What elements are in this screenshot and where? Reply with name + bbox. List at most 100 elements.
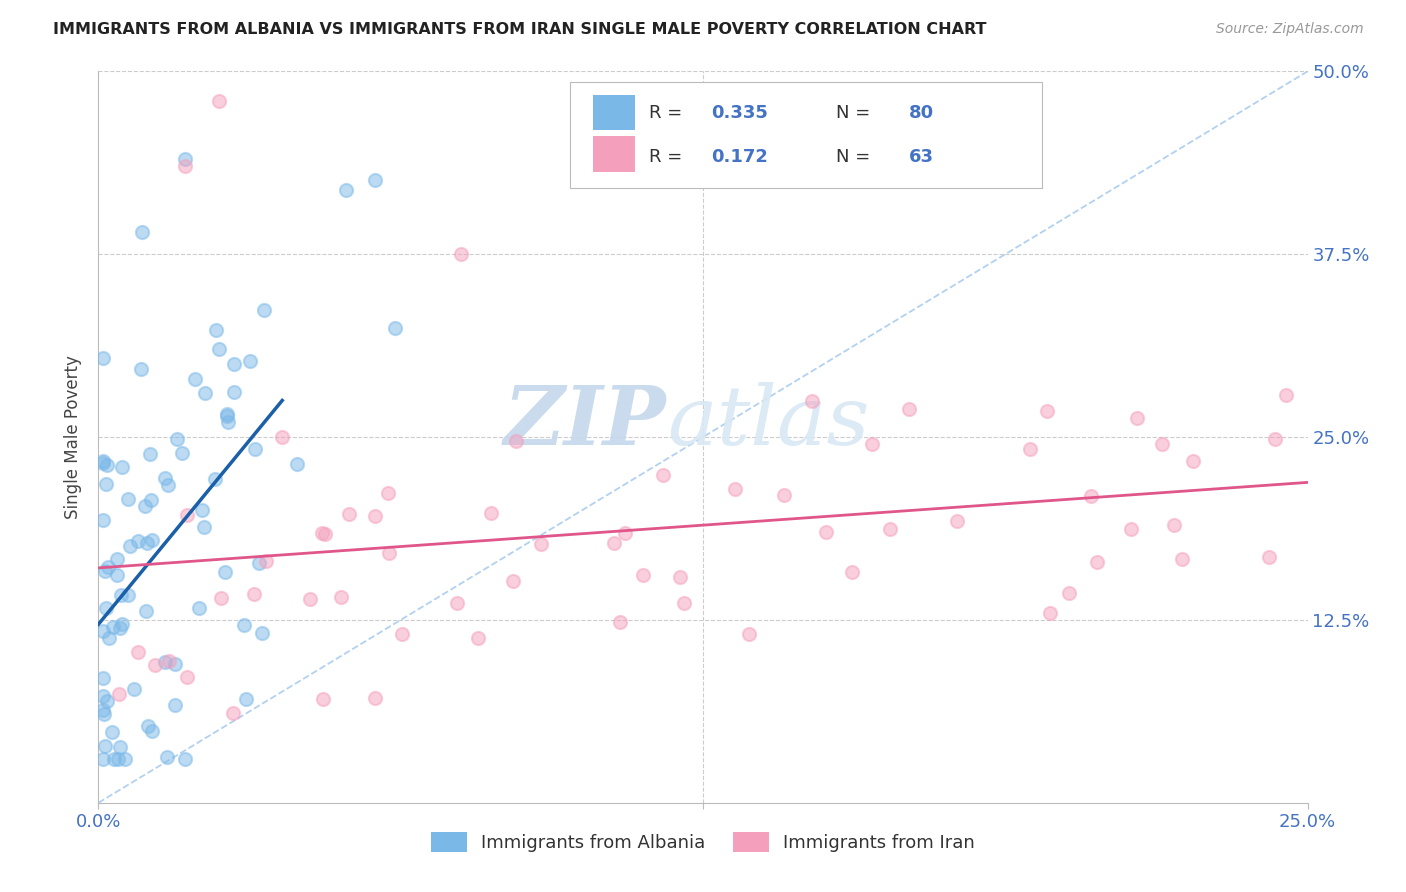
Point	[91, 690, 114, 704]
Point	[337, 507, 360, 521]
Point	[96, 477, 118, 491]
Text: ZIP: ZIP	[505, 383, 666, 462]
Point	[254, 554, 277, 568]
Point	[314, 527, 336, 541]
Point	[174, 752, 197, 766]
Point	[672, 596, 695, 610]
Point	[117, 491, 139, 506]
Point	[118, 539, 141, 553]
Point	[156, 477, 179, 491]
Point	[800, 394, 823, 409]
Point	[208, 343, 231, 357]
Point	[214, 565, 236, 579]
Point	[815, 524, 838, 539]
Point	[172, 446, 194, 460]
Point	[253, 303, 276, 318]
Point	[208, 94, 231, 108]
Point	[222, 384, 245, 399]
Point	[669, 569, 692, 583]
Point	[1163, 517, 1185, 532]
Point	[204, 323, 226, 337]
Point	[94, 739, 117, 753]
Point	[141, 723, 163, 738]
Point	[97, 631, 120, 645]
Point	[772, 488, 794, 502]
Text: 63: 63	[908, 148, 934, 166]
Point	[1121, 522, 1143, 536]
Point	[131, 225, 153, 239]
Point	[108, 687, 131, 701]
Point	[91, 456, 114, 470]
Point	[1036, 404, 1059, 418]
Point	[91, 671, 114, 685]
Text: R =: R =	[648, 104, 688, 122]
Point	[945, 514, 967, 528]
Point	[1126, 411, 1149, 425]
Point	[243, 587, 266, 601]
Point	[329, 590, 352, 604]
Point	[101, 724, 124, 739]
Point	[245, 442, 267, 456]
Point	[364, 508, 387, 523]
Text: atlas: atlas	[666, 383, 869, 462]
Point	[1057, 586, 1080, 600]
Point	[479, 506, 502, 520]
Point	[311, 525, 333, 540]
Point	[233, 618, 256, 632]
Point	[174, 152, 197, 166]
Point	[218, 416, 240, 430]
Point	[153, 655, 176, 669]
Point	[139, 493, 162, 508]
Point	[138, 448, 160, 462]
Point	[111, 460, 134, 475]
Bar	[593, 95, 636, 130]
Point	[247, 557, 270, 571]
Point	[174, 160, 197, 174]
Bar	[593, 136, 636, 171]
Point	[502, 574, 524, 589]
Point	[377, 486, 399, 500]
Point	[737, 627, 759, 641]
Point	[222, 357, 245, 371]
Point	[105, 552, 128, 566]
Point	[176, 670, 198, 684]
Point	[235, 692, 257, 706]
Point	[364, 173, 387, 187]
Point	[335, 183, 357, 197]
Point	[450, 247, 472, 261]
Point	[384, 321, 406, 335]
Text: 0.172: 0.172	[711, 148, 768, 166]
Point	[184, 371, 207, 385]
Point	[114, 752, 136, 766]
FancyBboxPatch shape	[569, 82, 1042, 188]
Point	[91, 351, 114, 365]
Point	[1275, 387, 1298, 401]
Point	[91, 513, 114, 527]
Point	[91, 703, 114, 717]
Point	[652, 467, 675, 482]
Text: 0.335: 0.335	[711, 104, 768, 122]
Point	[193, 520, 215, 534]
Point	[505, 434, 527, 448]
Point	[1264, 432, 1286, 446]
Point	[209, 591, 232, 605]
Point	[91, 454, 114, 468]
Point	[602, 536, 624, 550]
Point	[215, 407, 238, 421]
Point	[215, 409, 238, 424]
Point	[165, 657, 187, 672]
Point	[1085, 555, 1108, 569]
Point	[250, 626, 273, 640]
Text: R =: R =	[648, 148, 688, 166]
Point	[860, 437, 883, 451]
Text: IMMIGRANTS FROM ALBANIA VS IMMIGRANTS FROM IRAN SINGLE MALE POVERTY CORRELATION : IMMIGRANTS FROM ALBANIA VS IMMIGRANTS FR…	[53, 22, 987, 37]
Point	[311, 691, 333, 706]
Point	[191, 503, 214, 517]
Point	[204, 472, 226, 486]
Point	[614, 526, 637, 541]
Point	[1152, 437, 1174, 451]
Point	[898, 402, 921, 417]
Point	[117, 588, 139, 602]
Point	[1039, 606, 1062, 620]
Point	[135, 604, 157, 618]
